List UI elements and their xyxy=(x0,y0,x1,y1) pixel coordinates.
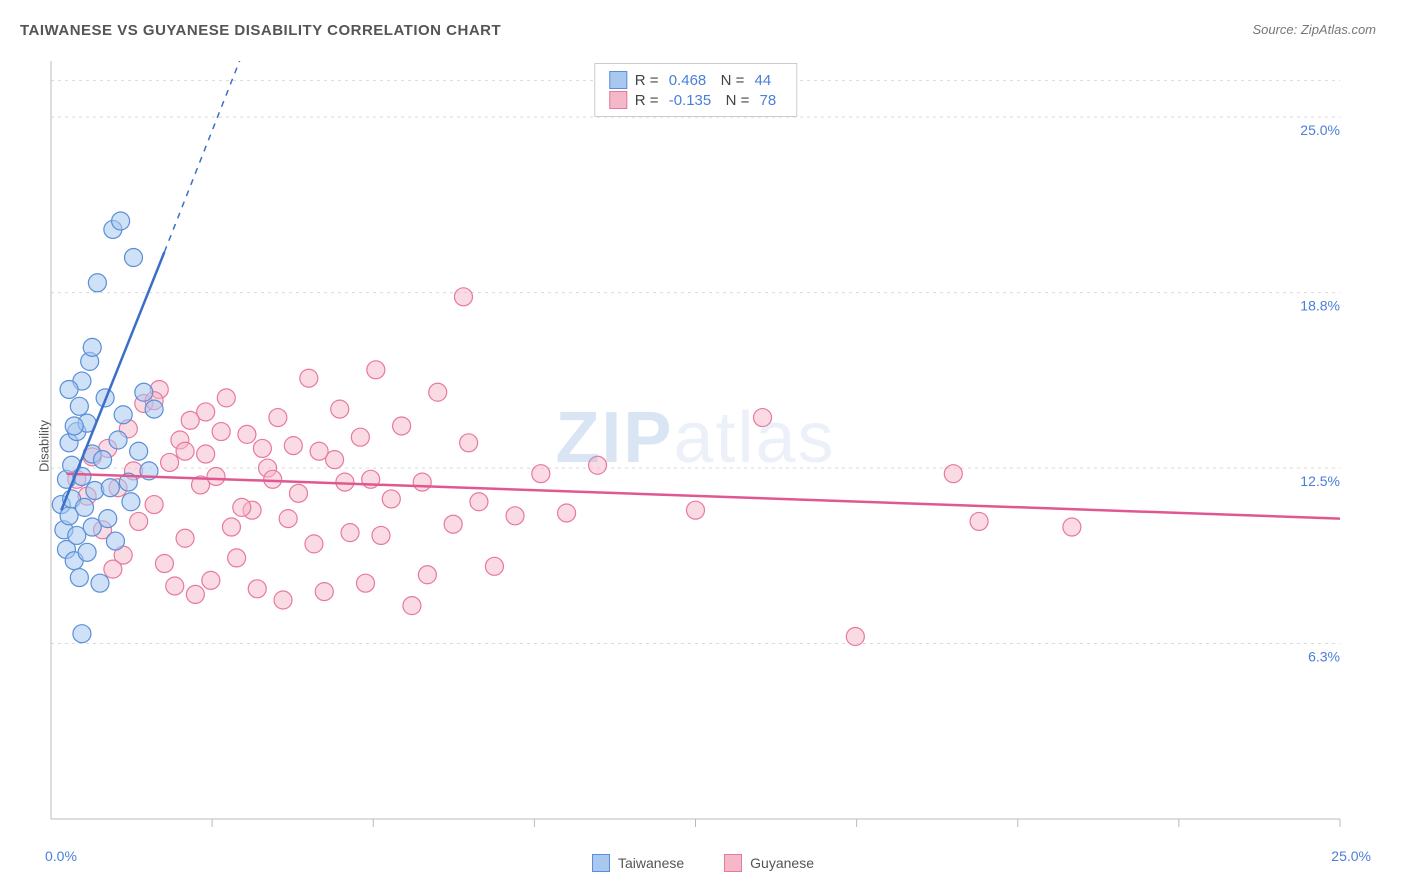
svg-text:18.8%: 18.8% xyxy=(1300,298,1340,314)
chart-title: TAIWANESE VS GUYANESE DISABILITY CORRELA… xyxy=(20,22,501,39)
source-text: Source: ZipAtlas.com xyxy=(1252,22,1376,37)
swatch-taiwanese xyxy=(609,71,627,89)
stats-legend-box: R = 0.468 N = 44 R = -0.135 N = 78 xyxy=(594,63,797,117)
stats-row-taiwanese: R = 0.468 N = 44 xyxy=(609,71,782,89)
stats-taiwanese: R = 0.468 N = 44 xyxy=(635,72,777,89)
stats-row-guyanese: R = -0.135 N = 78 xyxy=(609,91,782,109)
chart-area: ZIPatlas R = 0.468 N = 44 R = -0.135 N =… xyxy=(45,55,1346,837)
legend-label-guyanese: Guyanese xyxy=(750,855,814,871)
svg-text:12.5%: 12.5% xyxy=(1300,473,1340,489)
swatch-guyanese xyxy=(609,91,627,109)
scatter-plot: 6.3% 12.5% 18.8% 25.0% xyxy=(45,55,1346,837)
legend-label-taiwanese: Taiwanese xyxy=(618,855,684,871)
bottom-legend-taiwanese: Taiwanese xyxy=(592,854,684,872)
x-axis-max-label: 25.0% xyxy=(1331,848,1371,864)
bottom-legend: Taiwanese Guyanese xyxy=(592,854,814,872)
x-axis-origin-label: 0.0% xyxy=(45,848,77,864)
stats-guyanese: R = -0.135 N = 78 xyxy=(635,92,782,109)
swatch-taiwanese-bottom xyxy=(592,854,610,872)
bottom-legend-guyanese: Guyanese xyxy=(724,854,814,872)
svg-text:25.0%: 25.0% xyxy=(1300,122,1340,138)
svg-text:6.3%: 6.3% xyxy=(1308,649,1340,665)
swatch-guyanese-bottom xyxy=(724,854,742,872)
